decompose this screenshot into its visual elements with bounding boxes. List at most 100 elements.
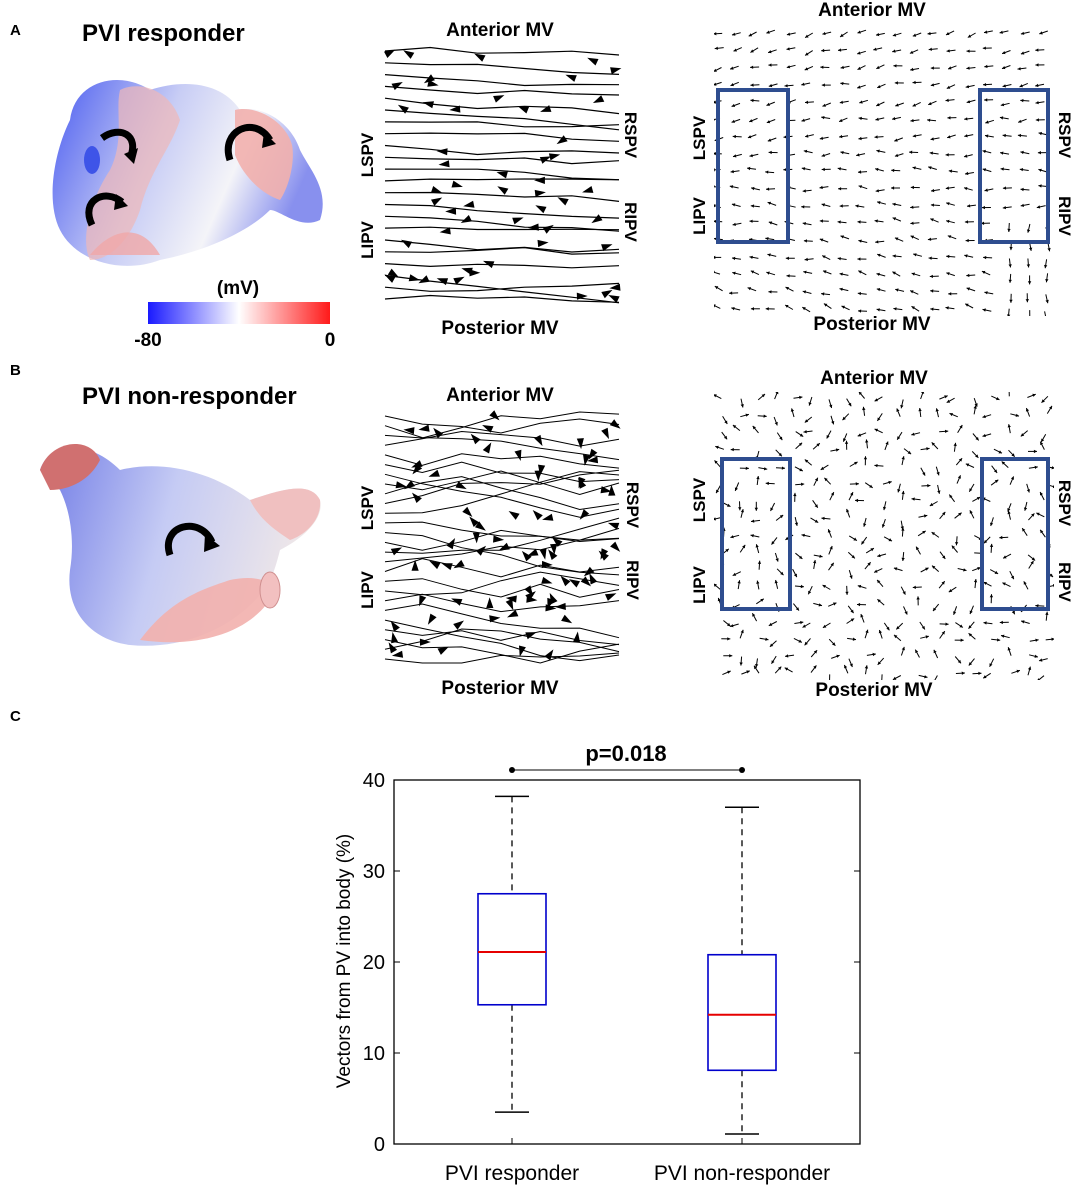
vector-head (854, 461, 858, 465)
vector-head (826, 435, 830, 439)
vector-head (714, 185, 715, 189)
vector (714, 304, 721, 309)
vector-head (740, 629, 744, 634)
vector-head (745, 466, 749, 470)
vector-head (910, 67, 914, 72)
streamline (384, 527, 620, 563)
vector-head (949, 494, 953, 498)
vector-head (858, 170, 862, 174)
vector-head (1009, 246, 1013, 251)
vector-head (978, 671, 982, 675)
streamline (384, 97, 620, 115)
vector-head (845, 591, 849, 595)
vector-head (821, 203, 825, 207)
vector-head (750, 534, 754, 538)
vector-head (786, 32, 791, 36)
vector-head (767, 253, 771, 257)
vector-head (931, 532, 936, 536)
vector-b-lspv-label: LSPV (690, 477, 709, 523)
vector-head (775, 558, 779, 562)
arrowhead-icon (482, 425, 494, 433)
vector-head (876, 65, 880, 69)
vector-head (799, 433, 804, 437)
vector-head (933, 607, 937, 611)
streamline (384, 203, 620, 219)
vector-head (957, 659, 961, 664)
vector-head (793, 573, 797, 578)
vector-head (927, 237, 932, 241)
arrowhead-icon (524, 585, 534, 597)
vector-head (1037, 151, 1041, 155)
vector-head (819, 219, 823, 223)
arrowhead-icon (578, 477, 587, 489)
arrowhead-icon (539, 156, 552, 164)
vector-head (750, 49, 754, 53)
vector-head (876, 103, 880, 107)
vector-head (931, 188, 935, 193)
vector-head (1031, 557, 1036, 561)
vector-head (964, 187, 968, 191)
vector-head (982, 149, 986, 154)
vector-head (869, 484, 873, 488)
vector-head (892, 217, 897, 221)
vector-head (946, 399, 951, 403)
vector-head (1052, 484, 1054, 489)
arrowhead-icon (418, 275, 430, 284)
vector-head (732, 222, 736, 226)
streamline (384, 144, 620, 156)
vector-head (822, 255, 826, 259)
vector-head (1002, 206, 1006, 210)
vector-head (1002, 66, 1006, 70)
streamline (384, 578, 620, 598)
colorbar-unit: (mV) (216, 278, 260, 299)
vector-head (805, 100, 809, 104)
vector-head (730, 83, 734, 87)
vector-head (734, 487, 738, 491)
vector-head (911, 306, 915, 310)
vector-head (927, 118, 931, 122)
vector-head (982, 46, 986, 50)
vector-head (752, 425, 756, 430)
vector-head (918, 408, 922, 412)
vector-head (852, 637, 856, 641)
vector-head (848, 402, 852, 407)
streamline (384, 121, 620, 128)
vector-a-bottom-label: Posterior MV (813, 314, 931, 335)
vector-a-lipv-label: LIPV (690, 197, 709, 235)
vector-head (872, 652, 876, 657)
vector-head (840, 151, 844, 155)
vector-head (900, 404, 904, 409)
vector-head (840, 235, 844, 239)
vector-head (946, 32, 950, 35)
vector-head (904, 611, 908, 615)
y-axis-label: Vectors from PV into body (%) (334, 834, 355, 1089)
vector-head (965, 171, 969, 176)
vector-head (805, 134, 809, 138)
vector-head (989, 594, 994, 598)
vector-a-lspv-label: LSPV (690, 115, 709, 161)
vector-head (821, 167, 825, 172)
vector-head (873, 47, 877, 51)
vector-head (730, 66, 734, 70)
arrowhead-icon (568, 579, 580, 588)
vector-head (933, 649, 937, 654)
vector-head (930, 289, 934, 293)
vector-head (771, 541, 775, 545)
significance-marker (739, 767, 745, 773)
vector-head (714, 460, 718, 464)
colorbar-min-label: -80 (134, 330, 162, 351)
vector-head (916, 546, 920, 551)
vector-head (930, 203, 934, 207)
vector-head (1035, 118, 1039, 122)
vector-head (996, 397, 1000, 401)
arrowhead-icon (436, 148, 448, 156)
vector-head (982, 168, 987, 172)
arrowhead-icon (526, 595, 538, 603)
vector-head (747, 135, 752, 139)
arrowhead-icon (532, 510, 543, 521)
vector-head (901, 646, 905, 651)
vector-head (981, 221, 985, 225)
x-tick-label: PVI responder (445, 1162, 579, 1185)
vector-head (723, 435, 728, 440)
vector-head (960, 638, 964, 642)
